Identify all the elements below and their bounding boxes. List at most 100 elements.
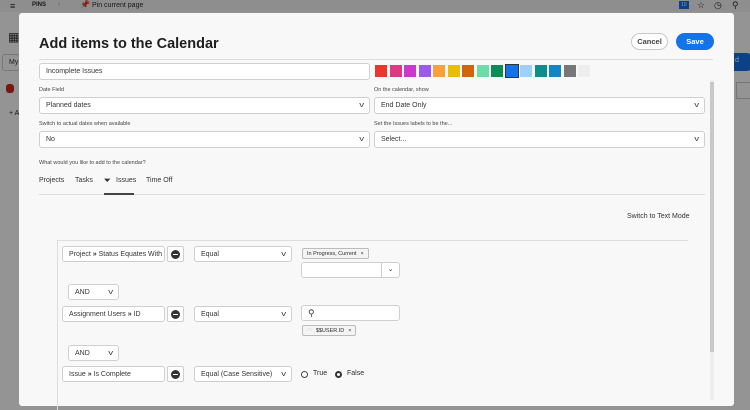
color-swatch[interactable] [504, 64, 519, 78]
radio-true-label: True [313, 370, 328, 377]
filter-field-3[interactable]: Issue » Is Complete [62, 366, 165, 382]
show-select[interactable]: End Date Only v [374, 97, 705, 114]
color-swatch[interactable] [534, 65, 547, 77]
chevron-down-icon[interactable]: ⌄ [381, 263, 399, 277]
active-tab-indicator [104, 193, 134, 195]
issue-labels-select[interactable]: Select... v [374, 131, 705, 148]
date-field-label: Date Field [39, 87, 65, 93]
radio-false-label: False [347, 370, 365, 377]
minus-circle-icon [171, 309, 180, 319]
actual-dates-select[interactable]: No v [39, 131, 370, 148]
color-swatch[interactable] [476, 65, 489, 77]
remove-tag-icon[interactable]: × [360, 250, 364, 257]
field-attribute: Is Complete [93, 370, 131, 378]
color-swatch[interactable] [404, 65, 416, 77]
minus-circle-icon [171, 249, 180, 259]
calendar-name-input[interactable]: Incomplete Issues [39, 63, 370, 80]
calendar-icon[interactable]: ▦ [8, 30, 20, 44]
chevron-down-icon: v [280, 250, 286, 258]
color-swatch[interactable] [578, 65, 590, 77]
left-input[interactable]: My [2, 54, 20, 71]
color-swatch[interactable] [375, 65, 387, 77]
pin-current-page[interactable]: Pin current page [92, 2, 144, 9]
actual-dates-label: Switch to actual dates when available [39, 121, 131, 127]
pins-label[interactable]: PINS [32, 2, 47, 8]
right-input[interactable] [736, 82, 750, 99]
issue-labels-value: Select... [381, 136, 407, 143]
chevron-right-icon: › [58, 1, 61, 8]
color-swatch[interactable] [563, 65, 576, 77]
field-object: Assignment Users [69, 310, 126, 318]
issue-labels-label: Set the Issues labels to be the... [374, 121, 453, 127]
filter-builder [57, 240, 688, 410]
filter-field-1[interactable]: Project » Status Equates With [62, 246, 165, 262]
show-value: End Date Only [381, 102, 427, 109]
operator-select-1[interactable]: Equal v [194, 246, 292, 262]
scrollbar-thumb[interactable] [710, 82, 714, 352]
question-label: What would you like to add to the calend… [39, 160, 146, 166]
color-swatch[interactable] [389, 65, 402, 77]
chevron-down-icon: v [280, 310, 286, 318]
operator-value: Equal (Case Sensitive) [201, 370, 273, 378]
tab-issues[interactable]: Issues [116, 177, 137, 184]
operator-select-2[interactable]: Equal v [194, 306, 292, 322]
remove-filter-button[interactable] [167, 366, 184, 382]
filter-field-2[interactable]: Assignment Users » ID [62, 306, 165, 322]
remove-tag-icon[interactable]: × [348, 327, 352, 334]
pin-icon: 📌 [80, 0, 90, 9]
chevron-down-icon: v [107, 288, 113, 296]
tab-tasks[interactable]: Tasks [75, 177, 93, 184]
date-field-value: Planned dates [46, 102, 91, 109]
hamburger-icon[interactable]: ≡ [10, 1, 16, 11]
search-icon: ⚲ [308, 307, 315, 318]
modal-title: Add items to the Calendar [39, 36, 219, 52]
minus-circle-icon [171, 369, 180, 379]
operator-select-3[interactable]: Equal (Case Sensitive) v [194, 366, 292, 382]
search-icon[interactable]: ⚲ [732, 0, 739, 10]
tab-time-off[interactable]: Time Off [146, 177, 173, 184]
radio-false[interactable] [335, 371, 342, 378]
header-divider [39, 59, 713, 60]
chevron-down-icon: v [358, 136, 364, 143]
notification-badge[interactable]: 10 [679, 1, 689, 9]
conjunction-value: AND [75, 349, 90, 357]
remove-filter-button[interactable] [167, 246, 184, 262]
remove-filter-button[interactable] [167, 306, 184, 322]
add-link[interactable]: + A [9, 110, 20, 117]
color-swatch[interactable] [433, 65, 445, 77]
conjunction-select-1[interactable]: AND v [68, 284, 119, 300]
chevron-down-icon: v [107, 349, 113, 357]
switch-text-mode-link[interactable]: Switch to Text Mode [627, 213, 690, 220]
save-button[interactable]: Save [676, 33, 714, 50]
tag-label: In Progress, Current [307, 250, 357, 257]
user-search-input[interactable]: ⚲ [301, 305, 400, 321]
color-swatch[interactable] [447, 65, 460, 77]
operator-value: Equal [201, 310, 219, 318]
star-icon[interactable]: ☆ [697, 0, 706, 10]
tabs-divider [39, 194, 705, 195]
field-attribute: Status Equates With [98, 250, 163, 258]
chevron-down-icon: v [693, 102, 699, 109]
conjunction-select-2[interactable]: AND v [68, 345, 119, 361]
color-swatch[interactable] [462, 65, 474, 77]
top-bar: ≡ PINS › 📌 Pin current page 10 ☆ ◷ ⚲ [0, 0, 750, 12]
show-label: On the calendar, show [374, 87, 429, 93]
add-items-modal: Add items to the Calendar Cancel Save In… [19, 13, 734, 410]
radio-true[interactable] [301, 371, 308, 378]
color-swatch[interactable] [549, 65, 561, 77]
chevron-down-icon: v [693, 136, 699, 143]
actual-dates-value: No [46, 136, 55, 143]
field-object: Issue [69, 370, 86, 378]
separator: » [127, 310, 132, 318]
value-combobox[interactable]: ⌄ [301, 262, 400, 278]
field-attribute: ID [133, 310, 141, 318]
color-swatch[interactable] [418, 65, 431, 77]
color-swatch[interactable] [491, 65, 503, 77]
history-icon[interactable]: ◷ [714, 0, 722, 10]
tab-projects[interactable]: Projects [39, 177, 65, 184]
color-swatch[interactable] [520, 65, 532, 77]
separator: » [87, 370, 92, 378]
cancel-button[interactable]: Cancel [631, 33, 668, 50]
chevron-down-icon: v [280, 370, 286, 378]
date-field-select[interactable]: Planned dates v [39, 97, 370, 114]
